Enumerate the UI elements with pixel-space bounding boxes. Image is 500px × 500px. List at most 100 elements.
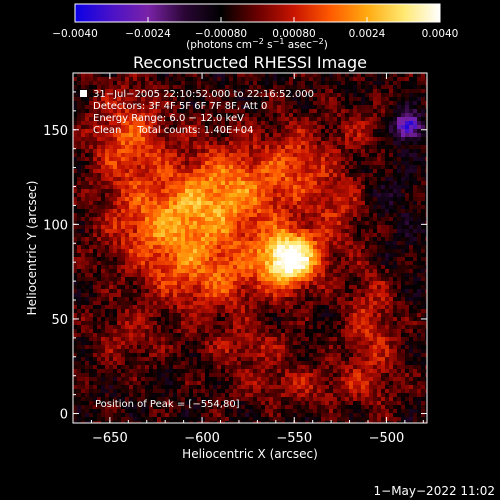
heatmap-cell (393, 265, 398, 270)
heatmap-cell (277, 173, 282, 178)
heatmap-cell (389, 165, 394, 170)
heatmap-cell (133, 197, 138, 202)
heatmap-cell (357, 217, 362, 222)
heatmap-cell (225, 113, 230, 118)
heatmap-cell (249, 137, 254, 142)
heatmap-cell (161, 229, 166, 234)
heatmap-cell (301, 185, 306, 190)
heatmap-cell (125, 105, 130, 110)
heatmap-cell (325, 229, 330, 234)
heatmap-cell (261, 161, 266, 166)
heatmap-cell (193, 193, 198, 198)
heatmap-cell (149, 137, 154, 142)
heatmap-cell (421, 233, 426, 238)
heatmap-cell (369, 189, 374, 194)
heatmap-cell (193, 97, 198, 102)
heatmap-cell (301, 137, 306, 142)
heatmap-cell (145, 145, 150, 150)
heatmap-cell (349, 169, 354, 174)
heatmap-cell (97, 229, 102, 234)
heatmap-cell (177, 81, 182, 86)
heatmap-cell (197, 117, 202, 122)
heatmap-cell (389, 265, 394, 270)
heatmap-cell (309, 229, 314, 234)
heatmap-cell (409, 149, 414, 154)
heatmap-cell (117, 293, 122, 298)
heatmap-cell (361, 229, 366, 234)
heatmap-cell (297, 213, 302, 218)
heatmap-cell (153, 261, 158, 266)
heatmap-cell (325, 249, 330, 254)
heatmap-cell (309, 189, 314, 194)
heatmap-cell (261, 117, 266, 122)
heatmap-cell (237, 73, 242, 78)
heatmap-cell (313, 145, 318, 150)
heatmap-cell (417, 193, 422, 198)
heatmap-cell (405, 289, 410, 294)
heatmap-cell (333, 245, 338, 250)
heatmap-cell (169, 201, 174, 206)
heatmap-cell (237, 261, 242, 266)
heatmap-cell (385, 217, 390, 222)
heatmap-cell (317, 253, 322, 258)
heatmap-cell (425, 277, 427, 282)
heatmap-cell (353, 273, 358, 278)
heatmap-cell (113, 237, 118, 242)
heatmap-cell (177, 157, 182, 162)
heatmap-cell (389, 201, 394, 206)
heatmap-cell (409, 93, 414, 98)
heatmap-cell (409, 221, 414, 226)
heatmap-cell (357, 245, 362, 250)
heatmap-cell (105, 181, 110, 186)
heatmap-cell (125, 173, 130, 178)
heatmap-cell (381, 273, 386, 278)
heatmap-cell (313, 89, 318, 94)
heatmap-cell (209, 253, 214, 258)
heatmap-cell (189, 121, 194, 126)
heatmap-cell (129, 197, 134, 202)
heatmap-cell (385, 249, 390, 254)
heatmap-cell (177, 213, 182, 218)
heatmap-cell (245, 289, 250, 294)
heatmap-cell (225, 161, 230, 166)
heatmap-cell (157, 229, 162, 234)
heatmap-cell (185, 81, 190, 86)
heatmap-cell (325, 165, 330, 170)
heatmap-cell (329, 81, 334, 86)
heatmap-cell (349, 257, 354, 262)
heatmap-cell (101, 125, 106, 130)
heatmap-cell (181, 165, 186, 170)
heatmap-cell (381, 85, 386, 90)
heatmap-cell (73, 253, 78, 258)
heatmap-cell (193, 189, 198, 194)
heatmap-cell (193, 181, 198, 186)
heatmap-cell (105, 249, 110, 254)
heatmap-cell (189, 217, 194, 222)
heatmap-cell (317, 85, 322, 90)
heatmap-cell (85, 197, 90, 202)
heatmap-cell (293, 169, 298, 174)
heatmap-cell (261, 257, 266, 262)
heatmap-cell (321, 229, 326, 234)
heatmap-cell (417, 101, 422, 106)
heatmap-cell (413, 173, 418, 178)
heatmap-cell (341, 237, 346, 242)
heatmap-cell (297, 185, 302, 190)
heatmap-cell (141, 109, 146, 114)
heatmap-cell (345, 205, 350, 210)
heatmap-cell (265, 129, 270, 134)
heatmap-cell (117, 117, 122, 122)
heatmap-cell (237, 217, 242, 222)
heatmap-cell (105, 253, 110, 258)
heatmap-cell (413, 129, 418, 134)
heatmap-cell (189, 237, 194, 242)
heatmap-cell (357, 93, 362, 98)
heatmap-cell (209, 229, 214, 234)
heatmap-cell (73, 281, 78, 286)
heatmap-cell (405, 197, 410, 202)
heatmap-cell (305, 217, 310, 222)
heatmap-cell (173, 89, 178, 94)
heatmap-cell (153, 105, 158, 110)
heatmap-cell (361, 169, 366, 174)
heatmap-cell (145, 125, 150, 130)
